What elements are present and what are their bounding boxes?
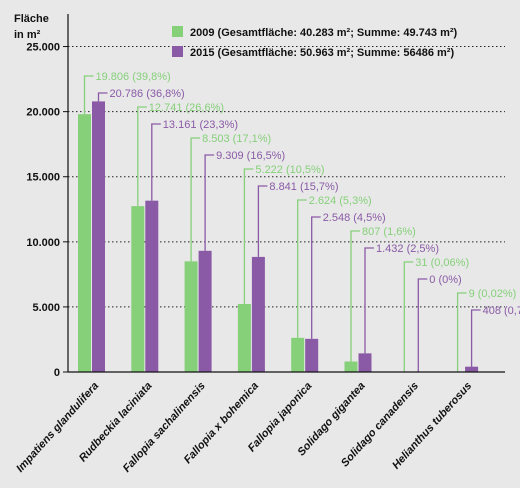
leader-line — [311, 216, 321, 339]
leader-line — [243, 168, 254, 305]
data-label: 20.786 (36,8%) — [110, 88, 185, 100]
data-label: 8.503 (17,1%) — [202, 133, 271, 145]
bar-2015 — [198, 250, 212, 372]
leader-line — [403, 261, 414, 372]
leader-lines — [83, 75, 481, 372]
leader-line — [456, 292, 467, 372]
y-tick-label: 5.000 — [32, 302, 60, 314]
y-tick-label: 10.000 — [26, 237, 60, 249]
leader-line — [350, 230, 360, 362]
bar-2015 — [465, 366, 479, 372]
y-axis-title-line-2: in m² — [14, 29, 41, 41]
legend-label-2009: 2009 (Gesamtfläche: 40.283 m²; Summe: 49… — [190, 27, 458, 39]
data-label: 5.222 (10,5%) — [255, 164, 324, 176]
bar-2015 — [358, 353, 372, 372]
bar-2009 — [291, 337, 305, 372]
legend-label-2015: 2015 (Gesamtfläche: 50.963 m²; Summe: 56… — [190, 47, 454, 59]
y-tick-label: 25.000 — [26, 42, 60, 54]
data-label: 807 (1,6%) — [362, 226, 416, 238]
data-label: 19.806 (39,8%) — [96, 71, 171, 83]
bar-2015 — [251, 256, 265, 372]
y-axis-title-line-1: Fläche — [14, 13, 49, 25]
leader-line — [257, 185, 268, 257]
bar-2009 — [344, 361, 358, 372]
leader-line — [364, 247, 374, 354]
leader-line — [297, 199, 307, 338]
y-tick-label: 15.000 — [26, 172, 60, 184]
leader-line — [470, 309, 481, 367]
bar-2009 — [131, 206, 145, 372]
y-tick-label: 0 — [54, 367, 60, 379]
data-labels: 19.806 (39,8%) 20.786 (36,8%) 12.741 (26,6… — [96, 71, 520, 317]
data-label: 2.624 (5,3%) — [309, 195, 372, 207]
bar-2015 — [92, 101, 105, 372]
leader-line — [151, 123, 161, 201]
data-label: 31 (0,06%) — [415, 257, 469, 269]
data-label: 1.432 (2,5%) — [376, 243, 439, 255]
leader-line — [417, 278, 428, 372]
leader-line — [190, 137, 201, 262]
data-label: 9.309 (16,5%) — [216, 150, 285, 162]
leader-line — [204, 154, 215, 251]
data-label: 0 (0%) — [429, 274, 461, 286]
leader-line — [83, 75, 94, 115]
data-label: 13.161 (23,3%) — [163, 119, 238, 131]
leader-line — [97, 92, 108, 102]
data-label: 9 (0,02%) — [469, 288, 517, 300]
bar-2009 — [237, 304, 251, 372]
y-tick-label: 20.000 — [26, 107, 60, 119]
bar-2015 — [145, 200, 159, 372]
data-label: 2.548 (4,5%) — [323, 212, 386, 224]
data-label: 12.741 (26,6%) — [149, 102, 224, 114]
bar-2015 — [305, 338, 319, 372]
y-axis-ticks: 0 5.000 10.000 15.000 20.000 25.000 — [26, 42, 68, 379]
bars — [78, 101, 479, 372]
legend-swatch-2015 — [172, 46, 183, 57]
bar-2009 — [184, 261, 198, 372]
data-label: 408 (0,7%) — [483, 305, 520, 317]
bar-2009 — [78, 114, 91, 372]
legend: 2009 (Gesamtfläche: 40.283 m²; Summe: 49… — [172, 26, 458, 59]
leader-line — [137, 106, 147, 207]
data-label: 8.841 (15,7%) — [269, 181, 338, 193]
legend-swatch-2009 — [172, 26, 183, 37]
